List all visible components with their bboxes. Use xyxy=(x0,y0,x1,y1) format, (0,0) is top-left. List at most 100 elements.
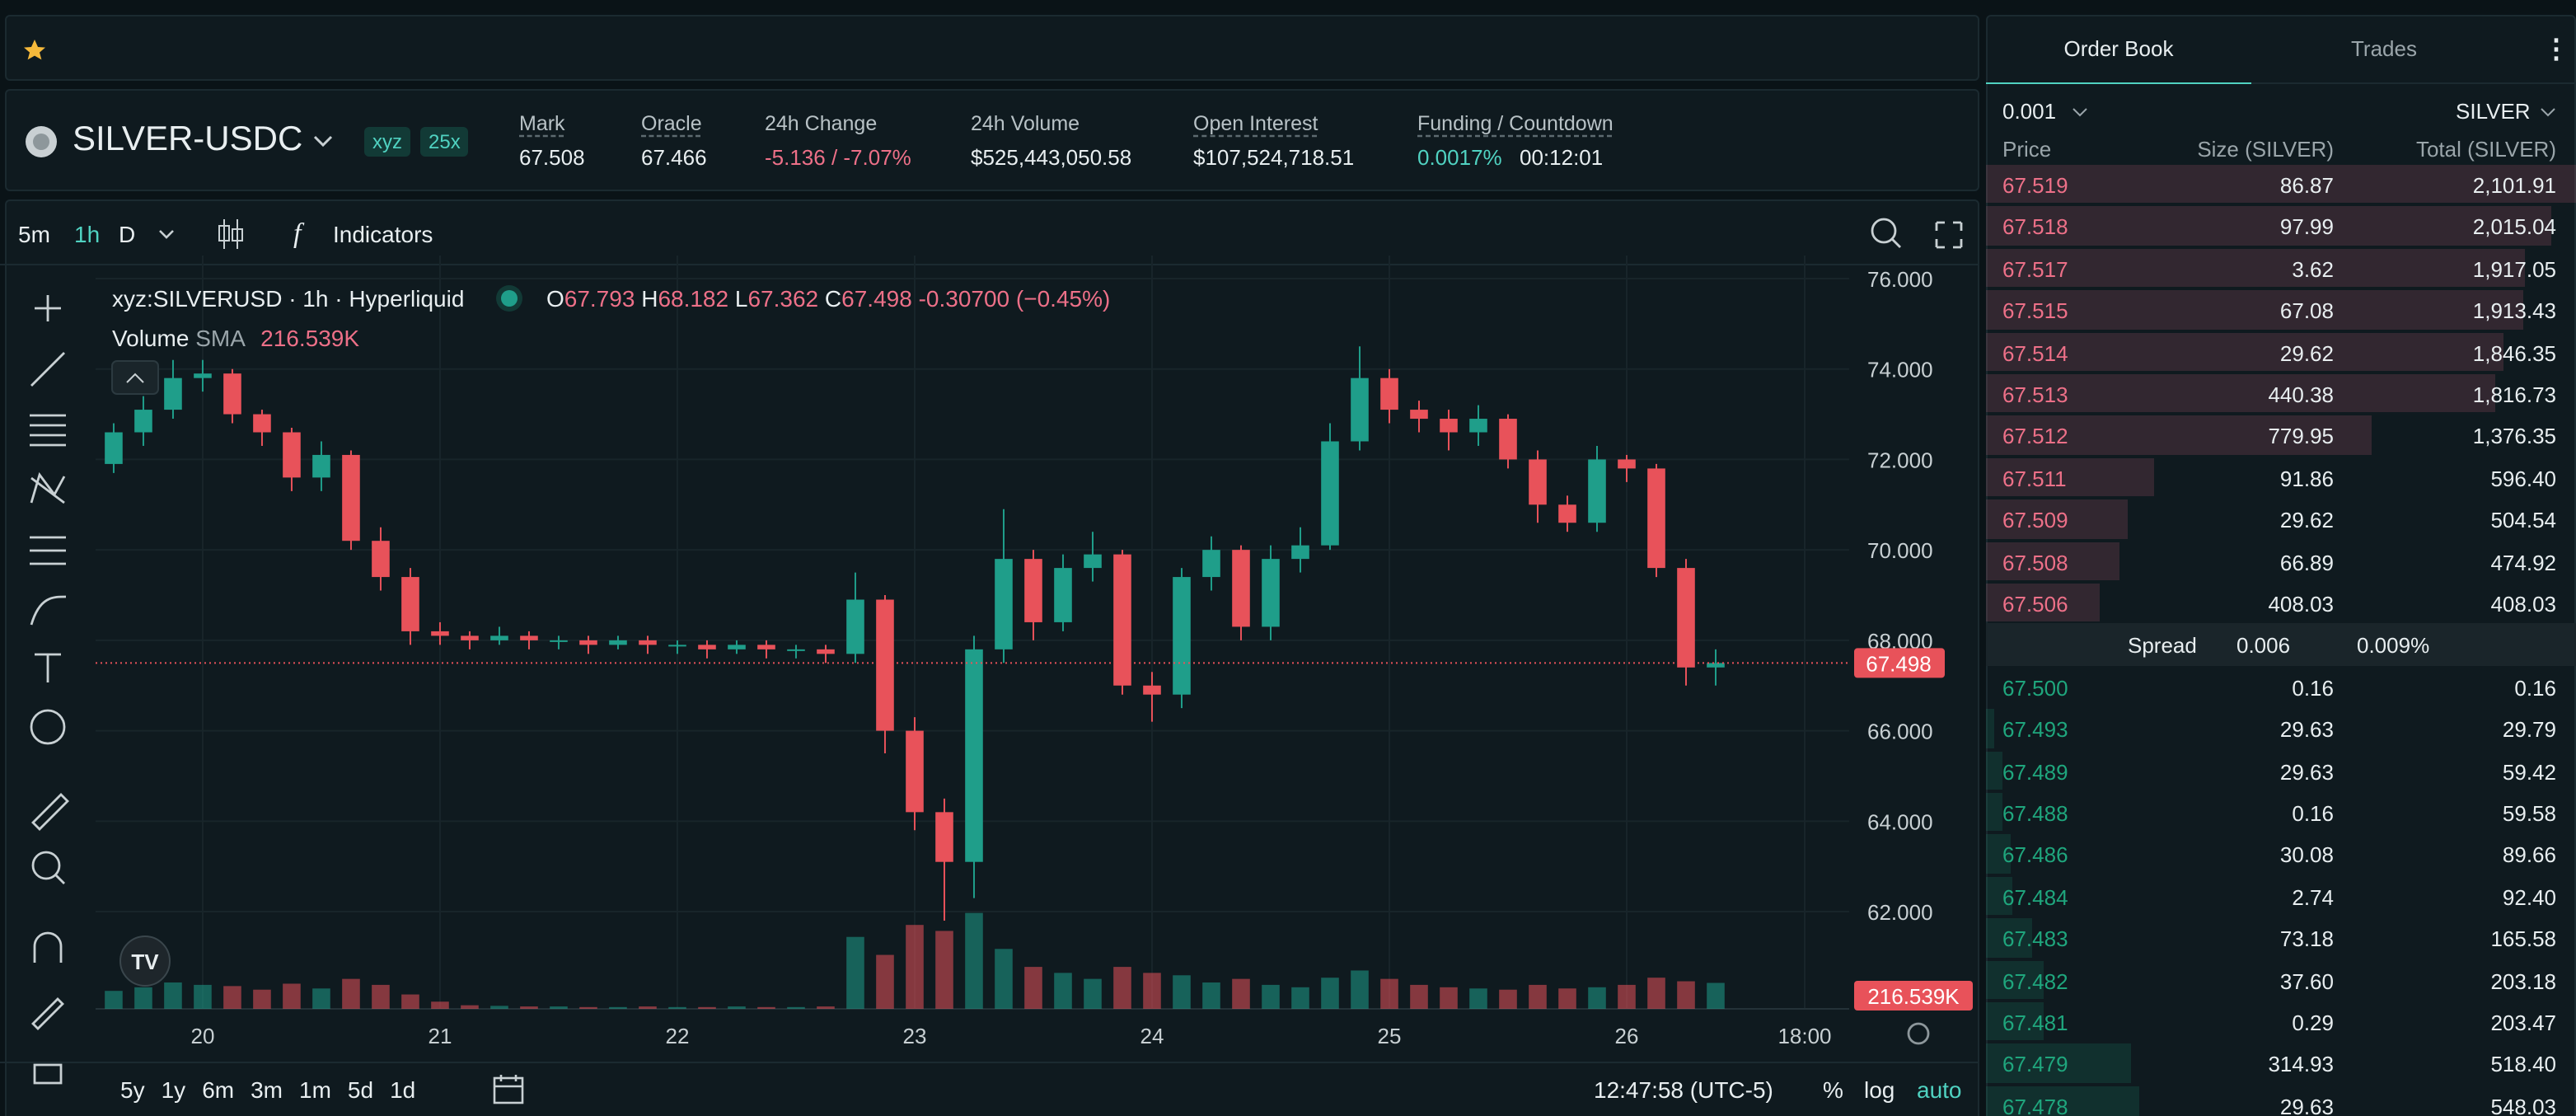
total: 1,376.35 xyxy=(2472,424,2556,449)
divider xyxy=(0,264,1979,265)
size: 67.08 xyxy=(2279,298,2334,324)
unit-select[interactable]: SILVER xyxy=(2456,99,2531,124)
candle-body xyxy=(579,640,597,645)
candle-type-icon[interactable] xyxy=(214,216,247,252)
order-row[interactable]: 67.500 0.16 0.16 xyxy=(1986,666,2576,708)
volume-bar xyxy=(134,987,152,1009)
order-row[interactable]: 67.515 67.08 1,913.43 xyxy=(1986,288,2576,331)
order-row[interactable]: 67.486 30.08 89.66 xyxy=(1986,833,2576,875)
candle-body xyxy=(698,645,716,649)
percent-toggle[interactable]: % xyxy=(1823,1076,1843,1103)
tick-size[interactable]: 0.001 xyxy=(2002,99,2057,124)
candle-body xyxy=(1143,685,1161,695)
y-tick-label: 72.000 xyxy=(1867,448,1933,472)
range-button[interactable]: 5y xyxy=(120,1076,145,1103)
range-button[interactable]: 6m xyxy=(202,1076,235,1103)
star-icon[interactable] xyxy=(23,38,46,61)
volume-bar xyxy=(1677,981,1695,1009)
range-button[interactable]: 1d xyxy=(390,1076,416,1103)
total: 548.03 xyxy=(2490,1094,2556,1116)
tab[interactable]: Trades xyxy=(2351,36,2417,61)
total: 203.18 xyxy=(2490,968,2556,994)
order-row[interactable]: 67.508 66.89 474.92 xyxy=(1986,540,2576,582)
order-row[interactable]: 67.514 29.62 1,846.35 xyxy=(1986,331,2576,373)
volume-bar xyxy=(1529,984,1547,1009)
order-row[interactable]: 67.479 314.93 518.40 xyxy=(1986,1043,2576,1085)
order-row[interactable]: 67.509 29.62 504.54 xyxy=(1986,498,2576,540)
chevron[interactable] xyxy=(313,134,333,150)
order-book: 67.519 86.87 2,101.91 67.518 97.99 2,015.04 67… xyxy=(1986,163,2576,1116)
interval[interactable]: D xyxy=(119,221,136,247)
candle-body xyxy=(995,559,1013,649)
depth-bar xyxy=(1986,206,2552,246)
total: 92.40 xyxy=(2502,884,2556,910)
order-row[interactable]: 67.512 779.95 1,376.35 xyxy=(1986,415,2576,457)
candle-body xyxy=(194,373,212,378)
settings-icon[interactable] xyxy=(1907,1022,1930,1045)
candle-body xyxy=(817,649,835,654)
chart-tools[interactable] xyxy=(1867,214,1973,254)
tab[interactable]: Order Book xyxy=(2063,36,2174,61)
volume-bar xyxy=(1054,973,1072,1009)
candle-body xyxy=(728,645,746,649)
chevron[interactable] xyxy=(2072,106,2088,119)
order-row[interactable]: 67.488 0.16 59.58 xyxy=(1986,791,2576,833)
order-row[interactable]: 67.482 37.60 203.18 xyxy=(1986,959,2576,1001)
candle-body xyxy=(1262,559,1280,627)
log-toggle[interactable]: log xyxy=(1864,1076,1895,1103)
date-range-icon[interactable] xyxy=(491,1073,527,1106)
size: 29.63 xyxy=(2279,717,2334,743)
order-row[interactable]: 67.481 0.29 203.47 xyxy=(1986,1001,2576,1043)
range-button[interactable]: 3m xyxy=(251,1076,283,1103)
status-dot xyxy=(500,290,518,307)
depth-bar xyxy=(1986,457,2154,497)
candle-body xyxy=(906,730,924,813)
interval[interactable]: 5m xyxy=(18,221,50,247)
order-row[interactable]: 67.519 86.87 2,101.91 xyxy=(1986,163,2576,205)
ohlc-key: O xyxy=(546,285,564,312)
order-row[interactable]: 67.517 3.62 1,917.05 xyxy=(1986,247,2576,289)
favorites-bar xyxy=(5,15,1979,81)
x-tick-label: 18:00 xyxy=(1777,1024,1831,1048)
depth-bar xyxy=(1986,876,2012,916)
depth-bar xyxy=(1986,290,2523,330)
indicators-button[interactable]: Indicators xyxy=(333,221,433,247)
order-row[interactable]: 67.489 29.63 59.42 xyxy=(1986,749,2576,791)
range-button[interactable]: 1m xyxy=(299,1076,331,1103)
auto-toggle[interactable]: auto xyxy=(1917,1076,1962,1103)
volume-bar xyxy=(1410,984,1428,1009)
candle-body xyxy=(1351,377,1369,442)
candle-body xyxy=(372,541,390,578)
range-button[interactable]: 1y xyxy=(161,1076,186,1103)
drawing-tools[interactable] xyxy=(30,295,69,1085)
total: 1,913.43 xyxy=(2472,298,2556,324)
symbol[interactable]: SILVER-USDC xyxy=(73,120,303,158)
fx-icon[interactable]: f xyxy=(293,218,302,249)
order-row[interactable]: 67.484 2.74 92.40 xyxy=(1986,875,2576,917)
ohlc-value: 68.182 xyxy=(658,285,729,312)
order-row[interactable]: 67.513 440.38 1,816.73 xyxy=(1986,373,2576,415)
depth-bar xyxy=(1986,960,2044,999)
menu-icon[interactable]: ⋮ xyxy=(2543,36,2569,64)
order-row[interactable]: 67.493 29.63 29.79 xyxy=(1986,707,2576,749)
candle-body xyxy=(1558,504,1576,523)
order-row[interactable]: 67.478 29.63 548.03 xyxy=(1986,1085,2576,1116)
ohlc-value: 67.498 xyxy=(841,285,912,312)
volume-bar xyxy=(787,1006,805,1009)
price: 67.509 xyxy=(2002,508,2068,533)
collapse-button[interactable] xyxy=(111,360,159,395)
depth-bar xyxy=(1986,1086,2140,1116)
volume-bar xyxy=(1558,988,1576,1009)
chevron[interactable] xyxy=(2540,106,2556,119)
order-row[interactable]: 67.511 91.86 596.40 xyxy=(1986,457,2576,499)
total: 165.58 xyxy=(2490,926,2556,952)
interval[interactable]: 1h xyxy=(74,221,101,247)
order-row[interactable]: 67.483 73.18 165.58 xyxy=(1986,917,2576,959)
order-row[interactable]: 67.518 97.99 2,015.04 xyxy=(1986,205,2576,247)
stat-label: 24h Change xyxy=(765,112,878,135)
range-button[interactable]: 5d xyxy=(347,1076,374,1103)
stat-value: 67.508 xyxy=(519,145,585,170)
order-row[interactable]: 67.506 408.03 408.03 xyxy=(1986,582,2576,624)
chevron[interactable] xyxy=(158,227,175,241)
tv-logo[interactable] xyxy=(119,935,171,987)
